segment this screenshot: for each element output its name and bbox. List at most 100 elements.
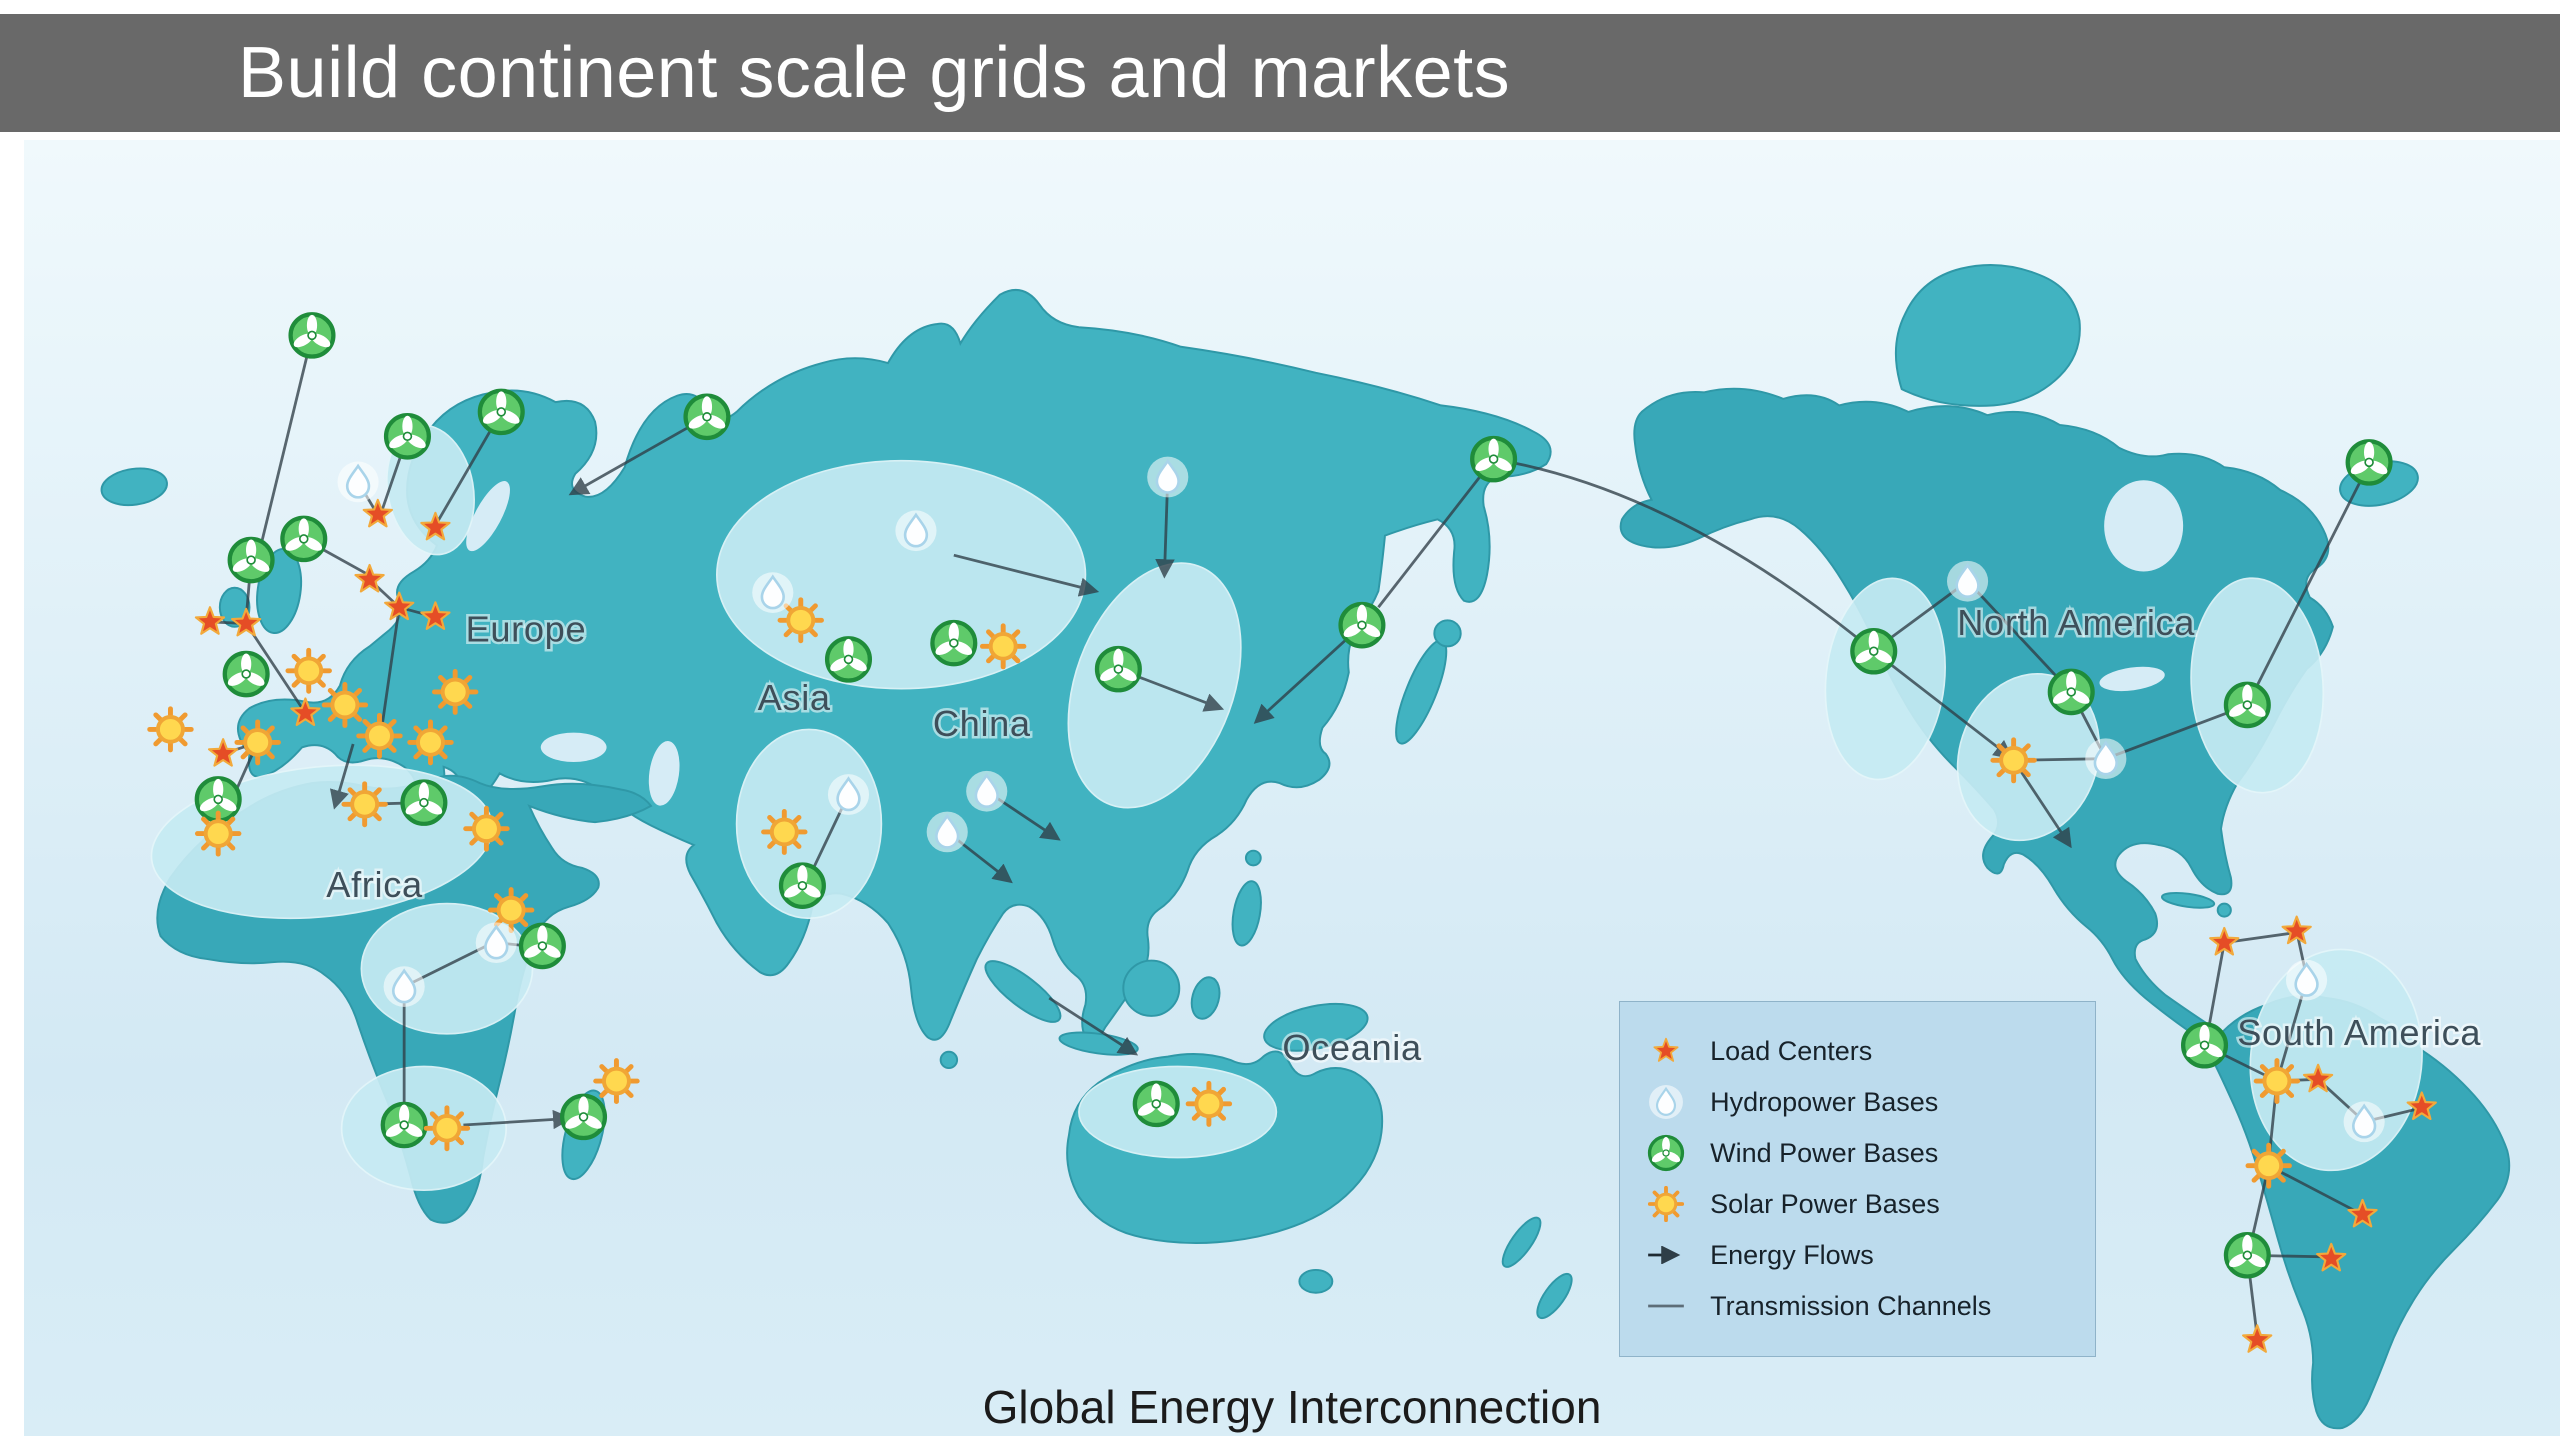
drop-marker xyxy=(2284,958,2329,1002)
legend-row-transmission: Transmission Channels xyxy=(1642,1281,2073,1332)
sun-marker xyxy=(288,650,329,691)
drop-marker xyxy=(826,772,871,817)
base-region xyxy=(1067,562,1242,809)
sun-marker xyxy=(324,684,365,725)
legend-row-solar: Solar Power Bases xyxy=(1642,1179,2073,1230)
transmission-line xyxy=(1377,458,1495,609)
wind-marker xyxy=(827,638,870,680)
island-iceland xyxy=(100,467,168,507)
drop-marker xyxy=(1145,455,1190,499)
sun-marker xyxy=(764,811,805,852)
island-cuba xyxy=(2160,891,2216,909)
sun-marker xyxy=(1993,740,2034,781)
legend-row-energy-flows: Energy Flows xyxy=(1642,1230,2073,1281)
wind-marker xyxy=(386,415,429,457)
map-caption: Global Energy Interconnection xyxy=(982,1381,1602,1433)
island-java xyxy=(1058,1031,1139,1056)
legend-row-wind: Wind Power Bases xyxy=(1642,1128,2073,1179)
wind-marker xyxy=(403,781,446,823)
island-new-zealand-north xyxy=(1501,1216,1542,1268)
region-label: Oceania xyxy=(1282,1027,1422,1068)
island-tasmania xyxy=(1298,1268,1334,1294)
legend-label: Solar Power Bases xyxy=(1710,1188,1940,1219)
wind-marker xyxy=(230,539,273,581)
energy-flow-line xyxy=(1253,624,1363,724)
legend-row-hydropower: Hydropower Bases xyxy=(1642,1077,2073,1128)
drop-marker xyxy=(382,964,427,1009)
island-new-zealand-south xyxy=(1536,1272,1573,1320)
sun-marker xyxy=(1188,1083,1229,1124)
wind-marker xyxy=(2226,684,2269,726)
legend-label: Wind Power Bases xyxy=(1710,1137,1939,1168)
wind-marker xyxy=(2183,1024,2226,1066)
drop-marker xyxy=(2083,737,2128,781)
wind-marker xyxy=(521,925,564,967)
drop-marker xyxy=(894,509,938,553)
region-label: Africa xyxy=(326,864,423,905)
island-hokkaido xyxy=(1433,619,1462,648)
wind-marker xyxy=(282,518,325,560)
region-label: Asia xyxy=(758,677,831,718)
transmission-line-icon xyxy=(1642,1297,1690,1315)
star-marker xyxy=(2242,1324,2273,1353)
sun-marker xyxy=(197,813,238,854)
island-sulawesi xyxy=(1190,976,1221,1020)
sun-marker xyxy=(237,722,278,763)
wind-marker xyxy=(1472,438,1515,480)
wind-marker xyxy=(383,1104,426,1146)
wind-turbine-icon xyxy=(1642,1134,1690,1172)
energy-flow-line xyxy=(1048,996,1139,1056)
drop-marker xyxy=(474,921,519,965)
island-new-guinea xyxy=(1263,1002,1369,1052)
hudson-bay xyxy=(2104,480,2184,572)
base-region xyxy=(1824,577,1946,781)
drop-marker xyxy=(1945,559,1990,603)
wind-marker xyxy=(291,314,334,356)
wind-marker xyxy=(1341,604,1384,646)
load-centers-star-icon xyxy=(1642,1036,1690,1066)
energy-flow-arrow-icon xyxy=(1642,1246,1690,1265)
legend-row-load-centers: Load Centers xyxy=(1642,1026,2073,1077)
slide-title-bar: Build continent scale grids and markets xyxy=(0,14,2560,132)
wind-marker xyxy=(2050,671,2093,713)
wind-marker xyxy=(225,653,268,695)
hydropower-drop-icon xyxy=(1642,1083,1690,1121)
energy-flow-line xyxy=(1493,457,1877,654)
drop-marker xyxy=(925,810,970,854)
star-marker xyxy=(362,498,393,528)
legend: Load Centers Hydropower Bases Wind Power… xyxy=(1619,1000,2096,1357)
black-sea xyxy=(540,732,607,762)
region-label: China xyxy=(933,703,1031,744)
sun-marker xyxy=(344,784,385,825)
sun-marker xyxy=(982,626,1023,667)
drop-marker xyxy=(2342,1100,2387,1144)
legend-label: Load Centers xyxy=(1710,1035,1873,1066)
sun-marker xyxy=(426,1108,467,1149)
sun-marker xyxy=(359,715,400,756)
great-lakes xyxy=(2099,666,2165,692)
island-hispaniola xyxy=(2216,902,2232,918)
star-marker xyxy=(2209,926,2240,956)
region-labels: Europe Asia China Africa Oceania North Americ… xyxy=(324,600,2483,1071)
drop-marker xyxy=(750,570,795,615)
wind-marker xyxy=(2226,1234,2269,1276)
region-label: Europe xyxy=(466,609,587,650)
wind-marker xyxy=(562,1096,605,1138)
map-area: Europe Asia China Africa Oceania North Americ… xyxy=(24,140,2560,1436)
star-marker xyxy=(207,738,239,767)
sun-marker xyxy=(2256,1061,2297,1102)
island-sumatra xyxy=(984,960,1062,1023)
legend-label: Energy Flows xyxy=(1710,1239,1874,1270)
transmission-line xyxy=(244,622,307,714)
wind-marker xyxy=(2348,441,2391,483)
island-borneo xyxy=(1122,959,1181,1017)
energy-flow-line xyxy=(953,553,1100,597)
energy-flow-line xyxy=(568,415,708,496)
energy-flow-line xyxy=(329,743,355,810)
island-taiwan xyxy=(1244,849,1262,867)
drop-marker xyxy=(336,460,380,504)
wind-marker xyxy=(932,622,975,664)
energy-flow-line xyxy=(463,1109,573,1130)
wind-marker xyxy=(686,396,729,438)
